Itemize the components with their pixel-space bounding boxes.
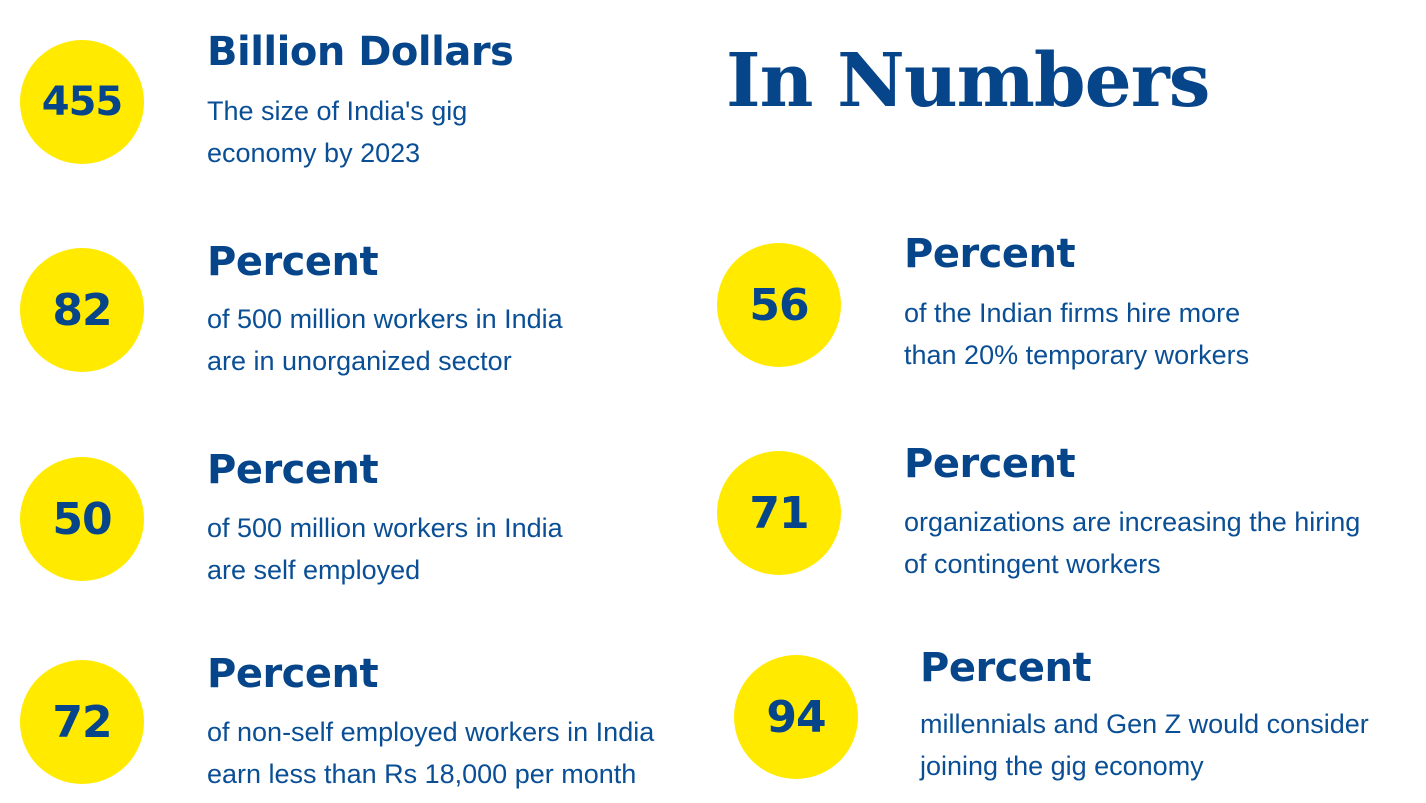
stat-circle: 71 bbox=[717, 451, 841, 575]
stat-description: of non-self employed workers in India ea… bbox=[207, 711, 654, 795]
stat-description: organizations are increasing the hiring … bbox=[904, 501, 1360, 585]
stat-number: 82 bbox=[52, 284, 112, 336]
stat-description-line: are in unorganized sector bbox=[207, 346, 512, 376]
stat-description-line: of 500 million workers in India bbox=[207, 513, 563, 543]
stat-description-line: organizations are increasing the hiring bbox=[904, 507, 1361, 537]
stat-number: 72 bbox=[52, 696, 112, 748]
stat-heading: Percent bbox=[207, 447, 379, 493]
stat-description-line: than 20% temporary workers bbox=[904, 340, 1250, 370]
stat-description-line: are self employed bbox=[207, 555, 421, 585]
stat-heading: Percent bbox=[207, 239, 379, 285]
stat-description: The size of India's gig economy by 2023 bbox=[207, 90, 467, 174]
stat-description-line: millennials and Gen Z would consider bbox=[920, 709, 1369, 739]
stat-description-line: The size of India's gig bbox=[207, 96, 468, 126]
stat-circle: 72 bbox=[20, 660, 144, 784]
stat-number: 50 bbox=[52, 493, 112, 545]
stat-heading: Percent bbox=[904, 441, 1076, 487]
stat-circle: 94 bbox=[734, 655, 858, 779]
stat-description-line: of the Indian firms hire more bbox=[904, 298, 1241, 328]
page-title: In Numbers bbox=[726, 38, 1210, 124]
stat-description-line: of non-self employed workers in India bbox=[207, 717, 655, 747]
stat-description-line: of contingent workers bbox=[904, 549, 1161, 579]
stat-circle: 455 bbox=[20, 40, 144, 164]
stat-description: of 500 million workers in India are self… bbox=[207, 507, 563, 591]
stat-circle: 50 bbox=[20, 457, 144, 581]
stat-number: 56 bbox=[749, 279, 809, 331]
stat-description-line: joining the gig economy bbox=[920, 751, 1204, 781]
stat-heading: Percent bbox=[904, 231, 1076, 277]
stat-number: 455 bbox=[41, 79, 123, 125]
stat-number: 94 bbox=[766, 691, 826, 743]
stat-description-line: of 500 million workers in India bbox=[207, 304, 563, 334]
stat-description-line: economy by 2023 bbox=[207, 138, 421, 168]
stat-heading: Percent bbox=[207, 651, 379, 697]
stat-circle: 56 bbox=[717, 243, 841, 367]
stat-description-line: earn less than Rs 18,000 per month bbox=[207, 759, 637, 789]
stat-heading: Percent bbox=[920, 645, 1092, 691]
stat-circle: 82 bbox=[20, 248, 144, 372]
stat-description: of the Indian firms hire more than 20% t… bbox=[904, 292, 1249, 376]
stat-heading: Billion Dollars bbox=[207, 29, 514, 75]
stat-description: of 500 million workers in India are in u… bbox=[207, 298, 563, 382]
stat-description: millennials and Gen Z would consider joi… bbox=[920, 703, 1369, 787]
stat-number: 71 bbox=[749, 487, 809, 539]
